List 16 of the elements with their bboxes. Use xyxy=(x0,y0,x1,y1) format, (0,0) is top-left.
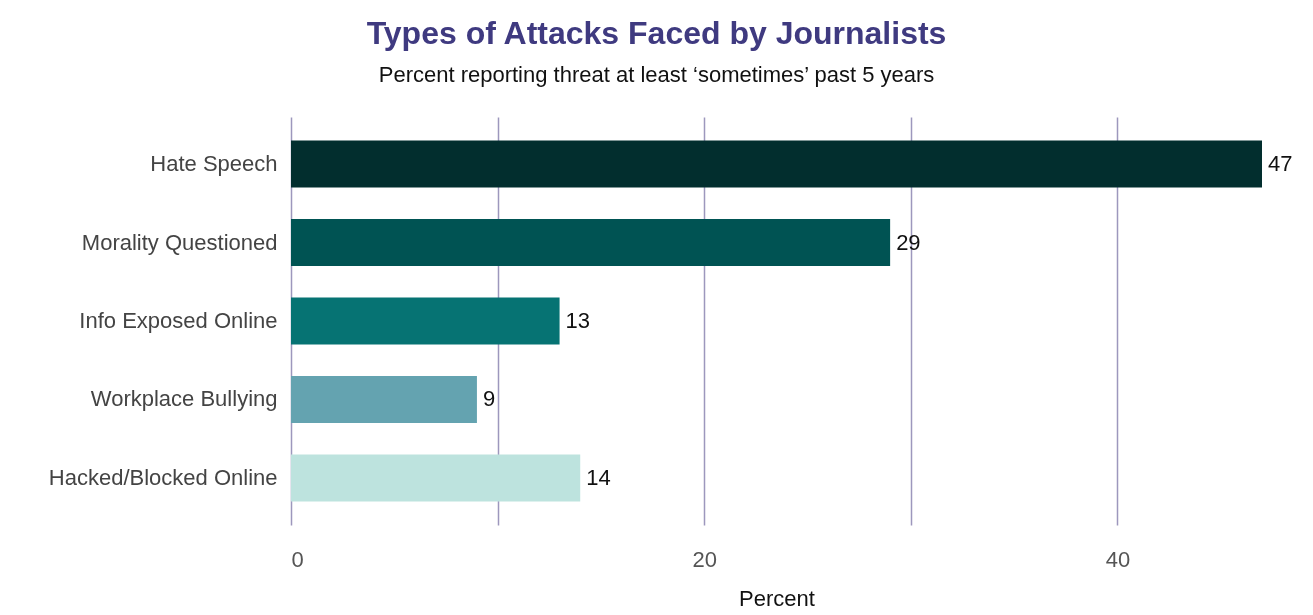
x-tick-label: 0 xyxy=(291,546,304,572)
data-label: 47 xyxy=(1268,151,1293,177)
chart-subtitle: Percent reporting threat at least ‘sometimes’ past 5 years xyxy=(378,62,935,87)
x-tick-label: 40 xyxy=(1105,546,1131,572)
y-tick-label: Hate Speech xyxy=(150,151,278,177)
data-label: 29 xyxy=(896,229,921,255)
y-tick-label: Info Exposed Online xyxy=(79,308,278,333)
y-tick-label: Hacked/Blocked Online xyxy=(48,464,278,490)
x-tick-label: 20 xyxy=(692,546,717,572)
y-tick-label: Workplace Bullying xyxy=(90,386,278,412)
chart-title: Types of Attacks Faced by Journalists xyxy=(366,15,947,51)
data-label: 9 xyxy=(482,386,496,412)
x-axis-title: Percent xyxy=(739,585,815,611)
data-label: 14 xyxy=(586,464,611,490)
data-label: 13 xyxy=(565,308,591,333)
y-tick-label: Morality Questioned xyxy=(81,229,278,255)
